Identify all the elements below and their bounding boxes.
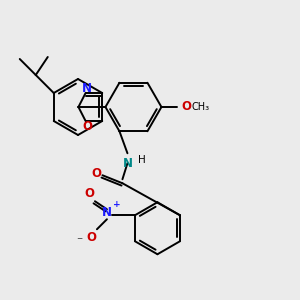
Text: H: H — [138, 155, 145, 165]
Text: O: O — [182, 100, 191, 113]
Text: +: + — [113, 200, 121, 209]
Text: O: O — [82, 119, 93, 133]
Text: O: O — [92, 167, 101, 180]
Text: N: N — [122, 157, 132, 170]
Text: O: O — [84, 187, 94, 200]
Text: N: N — [82, 82, 92, 94]
Text: O: O — [86, 231, 96, 244]
Text: N: N — [102, 206, 112, 219]
Text: ⁻: ⁻ — [76, 235, 82, 248]
Text: CH₃: CH₃ — [191, 102, 210, 112]
